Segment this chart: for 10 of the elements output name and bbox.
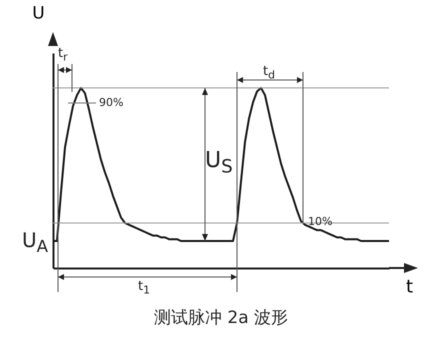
annotation: U$_{S}$ <box>205 148 233 178</box>
text: t$_{1}$ <box>138 279 150 297</box>
annotation: 10% <box>308 215 332 228</box>
text: t$_{r}$ <box>58 46 68 64</box>
text: 测试脉冲 2a 波形 <box>154 308 288 328</box>
annotation: 90% <box>99 96 124 109</box>
text: t$_{d}$ <box>263 64 275 82</box>
y-axis-title: U <box>32 4 45 24</box>
text: U$_{A}$ <box>22 228 48 256</box>
x-axis-title: t <box>406 276 414 298</box>
